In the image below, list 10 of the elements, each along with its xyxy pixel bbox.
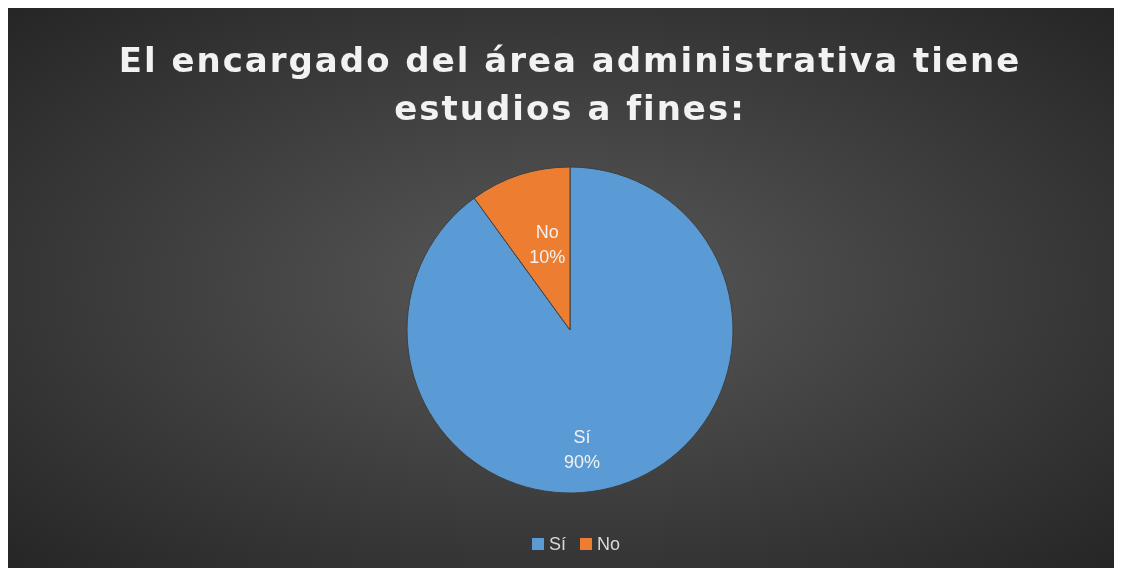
pie-slice [406, 166, 734, 494]
slice-label: Sí [549, 534, 567, 554]
data-label: 10% [529, 247, 566, 268]
legend-item: No [580, 534, 620, 554]
chart-title: El encargado del área administrativa tiene estudios a fines: [118, 40, 1022, 128]
legend-label: No [597, 534, 621, 554]
slice-label: Sí [573, 426, 591, 447]
data-label: 90% [564, 451, 601, 472]
legend-item: Sí [532, 534, 566, 554]
slice-label: No [535, 222, 559, 243]
